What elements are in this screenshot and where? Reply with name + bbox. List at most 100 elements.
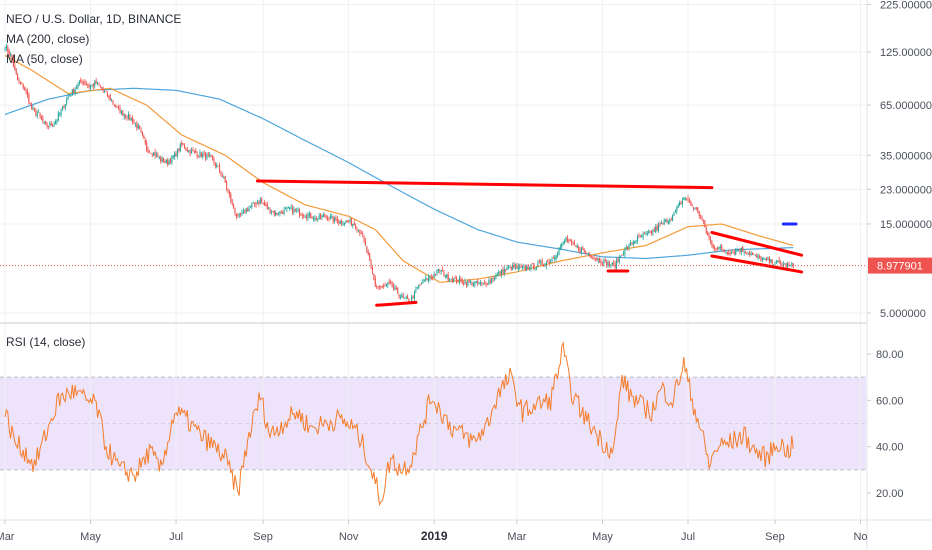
candle-up <box>199 149 201 159</box>
price-tick-label: 5.000000 <box>880 308 926 320</box>
candle-body <box>394 287 396 290</box>
time-tick-label: May <box>80 531 101 543</box>
candle-down <box>457 279 459 283</box>
candle-body <box>687 198 689 200</box>
candle-down <box>362 231 364 238</box>
rsi-legend[interactable]: RSI (14, close) <box>6 335 85 349</box>
candle-down <box>721 244 723 251</box>
candle-body <box>148 151 151 153</box>
candle-down <box>638 232 640 239</box>
rsi-price-scale[interactable]: 80.00 60.00 40.00 20.00 <box>867 349 904 500</box>
candle-body <box>383 286 385 287</box>
candle-body <box>787 263 789 267</box>
candle-body <box>561 243 563 248</box>
candle-body <box>514 266 517 268</box>
candle-up <box>296 207 298 214</box>
candle-body <box>635 240 637 242</box>
candle-down <box>219 162 221 174</box>
candle-body <box>576 245 578 248</box>
time-scale[interactable]: Mar May Jul Sep Nov 2019 Mar May Jul Sep No <box>0 520 868 543</box>
main-price-scale[interactable]: 225.000000 125.000000 65.000000 35.000000 23… <box>867 0 932 320</box>
wedge-lower-line[interactable] <box>710 254 804 274</box>
candle-down <box>552 255 554 259</box>
candle-body <box>31 104 33 110</box>
candle-body <box>756 254 758 258</box>
candle-body <box>395 287 397 290</box>
candle-body <box>33 108 36 110</box>
candle-up <box>770 258 772 263</box>
candle-body <box>486 284 489 286</box>
wedge-upper-line[interactable] <box>710 231 804 257</box>
candle-body <box>45 121 47 125</box>
resistance-line[interactable] <box>255 179 714 190</box>
support-line-2018-low[interactable] <box>375 300 418 307</box>
candle-down <box>213 156 215 166</box>
candle-body <box>492 277 494 280</box>
candle-up <box>517 263 519 272</box>
candle-down <box>294 208 296 213</box>
candle-body <box>307 214 309 219</box>
candle-down <box>196 151 198 159</box>
candle-body <box>317 218 319 221</box>
candle-body <box>599 258 601 263</box>
time-tick-label: Jul <box>169 531 183 543</box>
candle-body <box>146 142 148 150</box>
candle-body <box>227 188 229 191</box>
price-tick-label: 23.000000 <box>880 184 932 196</box>
candle-body <box>43 121 45 123</box>
candle-body <box>690 202 692 206</box>
candle-up <box>554 254 556 263</box>
candle-down <box>102 86 104 94</box>
candle-down <box>63 104 65 109</box>
candle-body <box>663 220 665 224</box>
candle-up <box>673 211 675 216</box>
candle-down <box>178 147 180 153</box>
candle-down <box>234 207 236 216</box>
candle-body <box>71 89 73 96</box>
candle-body <box>781 263 783 266</box>
candle-body <box>47 126 50 128</box>
candle-body <box>767 258 769 260</box>
candle-body <box>373 274 375 280</box>
ma200-legend[interactable]: MA (200, close) <box>6 32 89 46</box>
candle-body <box>686 198 688 200</box>
candle-down <box>723 249 726 253</box>
candle-down <box>729 249 731 257</box>
candle-up <box>38 108 40 113</box>
candle-body <box>378 286 381 288</box>
candle-body <box>784 263 786 265</box>
candle-body <box>764 258 766 260</box>
candle-body <box>723 251 726 253</box>
candle-body <box>353 222 355 226</box>
candle-body <box>234 208 236 214</box>
candle-down <box>272 210 274 213</box>
candle-body <box>507 267 510 269</box>
time-tick-label: Sep <box>765 531 785 543</box>
candle-up <box>565 236 567 243</box>
time-tick-label: No <box>853 531 867 543</box>
candle-down <box>348 220 350 223</box>
candle-body <box>77 84 79 89</box>
candle-body <box>197 155 200 157</box>
ma50-legend[interactable]: MA (50, close) <box>6 52 83 66</box>
candle-up <box>286 206 288 213</box>
candle-down <box>510 266 512 271</box>
candle-up <box>68 94 71 97</box>
candle-down <box>183 142 186 149</box>
symbol-title[interactable]: NEO / U.S. Dollar, 1D, BINANCE <box>6 12 181 26</box>
candle-body <box>436 270 438 275</box>
candle-body <box>632 241 634 245</box>
candle-body <box>85 83 87 85</box>
candle-body <box>777 261 779 262</box>
candle-down <box>594 257 597 262</box>
candle-down <box>327 215 329 222</box>
candle-up <box>283 206 285 216</box>
time-tick-label: Nov <box>339 531 359 543</box>
candle-body <box>313 218 315 220</box>
candle-body <box>454 278 456 279</box>
candle-body <box>331 216 333 217</box>
candle-body <box>711 240 713 246</box>
candle-down <box>193 149 195 154</box>
candle-down <box>600 258 602 266</box>
candle-body <box>95 80 97 84</box>
